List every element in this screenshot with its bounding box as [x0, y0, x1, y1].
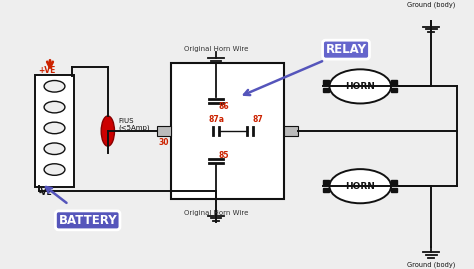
Text: 30: 30: [159, 138, 169, 147]
Text: BATTERY: BATTERY: [58, 214, 117, 227]
FancyBboxPatch shape: [171, 63, 284, 199]
Bar: [391, 187, 397, 192]
Text: -VE: -VE: [39, 187, 53, 197]
Bar: [391, 80, 397, 85]
Text: 85: 85: [219, 151, 229, 160]
Text: HORN: HORN: [345, 82, 375, 91]
Text: HORN: HORN: [345, 182, 375, 191]
FancyBboxPatch shape: [36, 75, 74, 187]
Bar: [323, 187, 329, 192]
Text: RELAY: RELAY: [326, 43, 366, 56]
Circle shape: [44, 80, 65, 92]
Circle shape: [329, 169, 391, 203]
Bar: [323, 180, 329, 185]
Text: +VE: +VE: [39, 66, 56, 75]
Bar: [157, 126, 171, 136]
Text: Original Horn Wire: Original Horn Wire: [184, 210, 248, 216]
Ellipse shape: [101, 116, 114, 146]
Bar: [284, 126, 298, 136]
Circle shape: [44, 101, 65, 113]
Circle shape: [44, 164, 65, 175]
Bar: [391, 180, 397, 185]
Text: FIUS
(<5Amp): FIUS (<5Amp): [118, 118, 150, 131]
Text: Ground (body): Ground (body): [407, 262, 456, 268]
Bar: [391, 88, 397, 93]
Text: 87: 87: [253, 115, 264, 125]
Bar: [323, 88, 329, 93]
Circle shape: [329, 69, 391, 104]
Circle shape: [44, 122, 65, 134]
Circle shape: [44, 143, 65, 154]
Bar: [323, 80, 329, 85]
Text: 87a: 87a: [208, 115, 224, 125]
Text: Original Horn Wire: Original Horn Wire: [184, 46, 248, 52]
Text: Ground (body): Ground (body): [407, 1, 456, 8]
Text: 86: 86: [219, 102, 229, 111]
